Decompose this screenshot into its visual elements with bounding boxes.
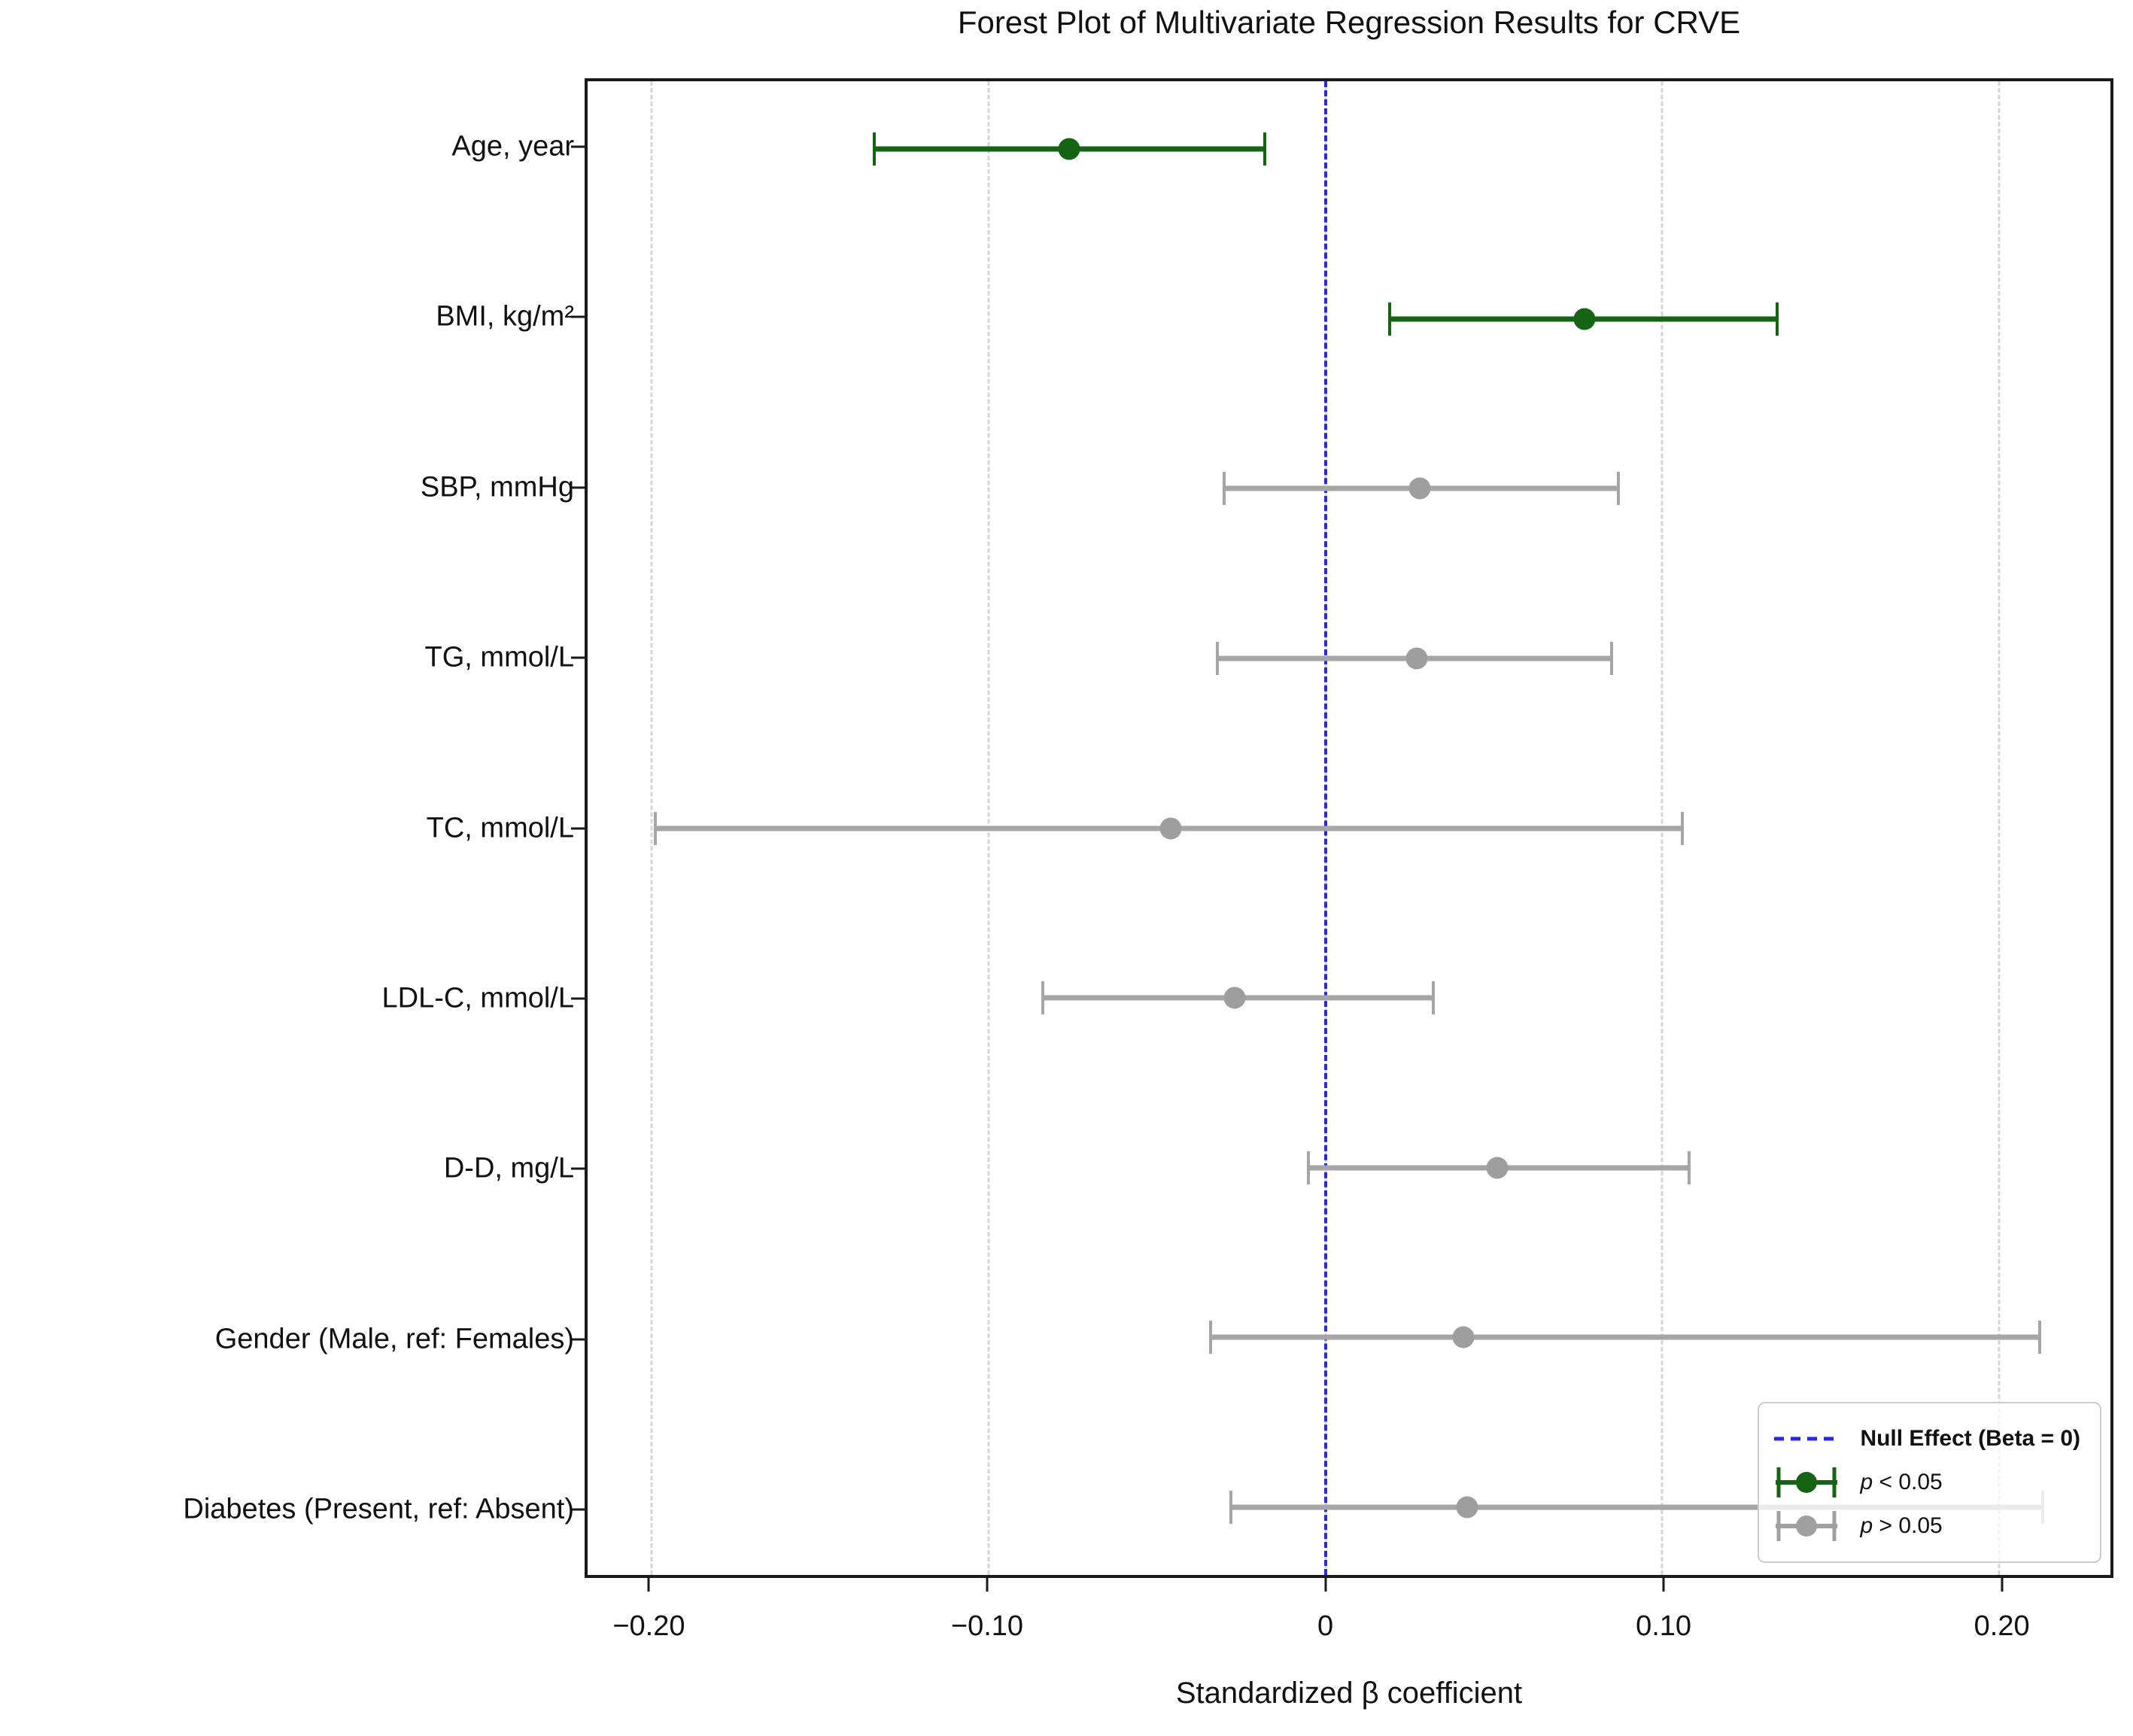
y-tick-mark [571, 827, 585, 829]
error-bar-cap-low [1229, 1490, 1233, 1524]
error-bar-cap-high [1775, 302, 1779, 336]
x-tick-mark [1324, 1578, 1327, 1592]
plot-area: Null Effect (Beta = 0) p < 0.05 p > 0.05 [585, 78, 2113, 1578]
y-tick-mark [571, 656, 585, 659]
chart-title: Forest Plot of Multivariate Regression R… [957, 5, 1741, 40]
y-tick-mark [571, 145, 585, 148]
gridline [650, 81, 653, 1575]
error-bar-cap-low [1223, 472, 1226, 506]
error-bar-cap-high [1617, 472, 1621, 506]
error-bar [1231, 1504, 2043, 1510]
point-marker [1456, 1496, 1478, 1519]
legend-item: Null Effect (Beta = 0) [1773, 1417, 2080, 1461]
y-tick-mark [571, 486, 585, 489]
category-label: LDL-C, mmol/L [381, 982, 575, 1014]
x-tick-mark [2001, 1578, 2004, 1592]
y-tick-mark [571, 997, 585, 1000]
category-label: TG, mmol/L [424, 641, 574, 673]
y-tick-mark [571, 1338, 585, 1341]
error-bar-cap-low [1307, 1151, 1311, 1184]
x-tick-mark [1662, 1578, 1665, 1592]
errorbar-marker-icon [1773, 1461, 1840, 1503]
error-bar [1211, 1334, 2040, 1340]
x-tick-mark [986, 1578, 989, 1592]
point-marker [1058, 138, 1080, 160]
error-bar-cap-high [1681, 811, 1685, 845]
category-label: Gender (Male, ref: Females) [214, 1323, 574, 1355]
point-marker [1486, 1157, 1509, 1179]
x-tick-label: −0.10 [950, 1610, 1024, 1642]
category-label: BMI, kg/m² [436, 300, 574, 333]
y-tick-mark [571, 315, 585, 318]
error-bar-cap-low [1387, 302, 1391, 336]
point-marker [1159, 817, 1182, 839]
error-bar-cap-low [872, 132, 876, 166]
point-marker [1573, 308, 1596, 330]
error-bar-cap-low [1216, 641, 1220, 675]
legend-item-label: p > 0.05 [1860, 1513, 1943, 1538]
null-effect-line-icon [1773, 1420, 1840, 1458]
x-axis-title: Standardized β coefficient [1175, 1677, 1523, 1710]
y-tick-mark [571, 1508, 585, 1511]
error-bar-cap-high [1610, 641, 1614, 675]
error-bar-cap-low [1209, 1321, 1213, 1354]
error-bar-cap-high [1263, 132, 1267, 166]
point-marker [1452, 1326, 1475, 1348]
errorbar-marker-icon [1773, 1505, 1840, 1547]
gridline [1998, 81, 2001, 1575]
category-label: Diabetes (Present, ref: Absent) [183, 1493, 574, 1525]
legend: Null Effect (Beta = 0) p < 0.05 p > 0.05 [1758, 1402, 2101, 1563]
x-tick-label: −0.20 [612, 1610, 685, 1642]
category-label: TC, mmol/L [426, 812, 574, 844]
x-tick-label: 0.20 [1973, 1610, 2030, 1642]
error-bar-cap-high [1688, 1151, 1691, 1184]
x-tick-label: 0 [1317, 1610, 1334, 1642]
error-bar-cap-low [653, 811, 657, 845]
point-marker [1408, 477, 1431, 500]
category-label: SBP, mmHg [420, 471, 574, 503]
category-label: Age, year [451, 130, 574, 163]
error-bar-cap-high [1431, 981, 1435, 1015]
legend-item: p < 0.05 [1773, 1461, 2080, 1504]
error-bar-cap-high [2037, 1321, 2041, 1354]
legend-item-label: Null Effect (Beta = 0) [1860, 1426, 2080, 1451]
point-marker [1405, 647, 1428, 670]
error-bar-cap-low [1041, 981, 1044, 1015]
legend-item-label: p < 0.05 [1860, 1470, 1943, 1494]
point-marker [1223, 987, 1246, 1009]
x-tick-mark [647, 1578, 650, 1592]
y-tick-mark [571, 1167, 585, 1170]
x-tick-label: 0.10 [1636, 1610, 1692, 1642]
category-label: D-D, mg/L [443, 1152, 574, 1184]
legend-item: p > 0.05 [1773, 1504, 2080, 1548]
